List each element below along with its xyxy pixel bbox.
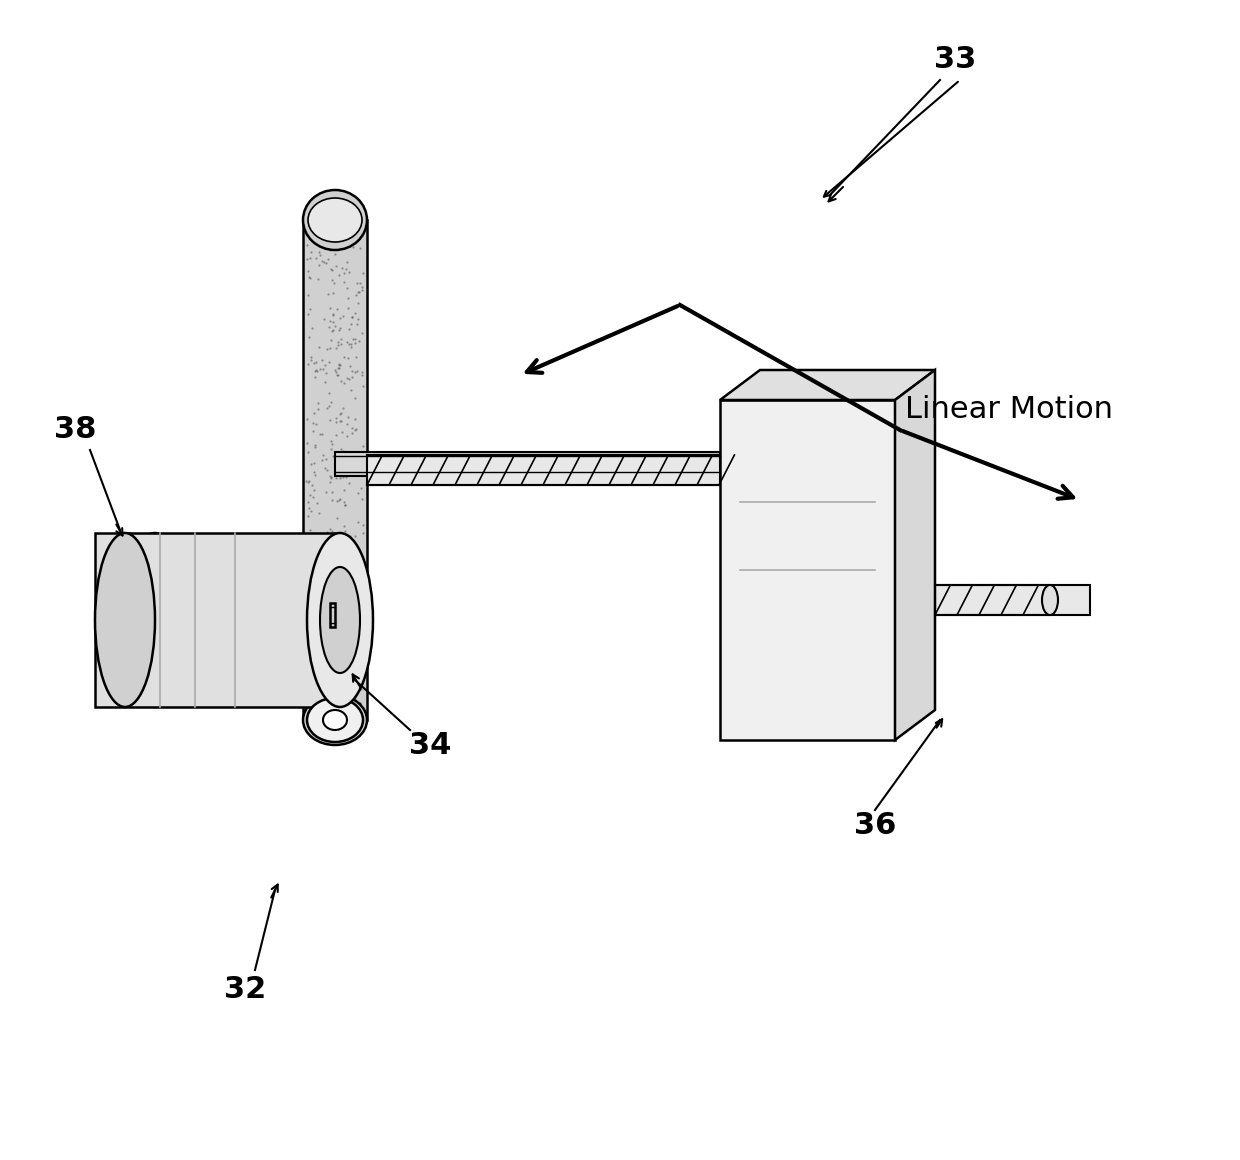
Bar bbox=[895, 585, 1090, 615]
Ellipse shape bbox=[308, 698, 363, 742]
Polygon shape bbox=[303, 220, 367, 720]
Text: 32: 32 bbox=[224, 976, 267, 1005]
Text: Linear Motion: Linear Motion bbox=[905, 396, 1114, 425]
Text: 33: 33 bbox=[934, 45, 976, 74]
Ellipse shape bbox=[95, 532, 155, 706]
Text: 38: 38 bbox=[53, 415, 97, 444]
Ellipse shape bbox=[97, 534, 164, 706]
Ellipse shape bbox=[322, 710, 347, 730]
Ellipse shape bbox=[308, 198, 362, 242]
Ellipse shape bbox=[122, 532, 188, 706]
Bar bbox=[367, 455, 720, 485]
Bar bbox=[95, 532, 340, 706]
Ellipse shape bbox=[1042, 585, 1058, 615]
Ellipse shape bbox=[320, 567, 360, 673]
Ellipse shape bbox=[303, 190, 367, 251]
Text: 36: 36 bbox=[854, 811, 897, 840]
Ellipse shape bbox=[308, 532, 373, 706]
Polygon shape bbox=[720, 400, 895, 740]
Polygon shape bbox=[895, 370, 935, 740]
Bar bbox=[335, 452, 720, 476]
Text: 34: 34 bbox=[409, 731, 451, 760]
Polygon shape bbox=[720, 370, 935, 400]
Ellipse shape bbox=[303, 695, 367, 745]
Bar bbox=[330, 603, 335, 628]
